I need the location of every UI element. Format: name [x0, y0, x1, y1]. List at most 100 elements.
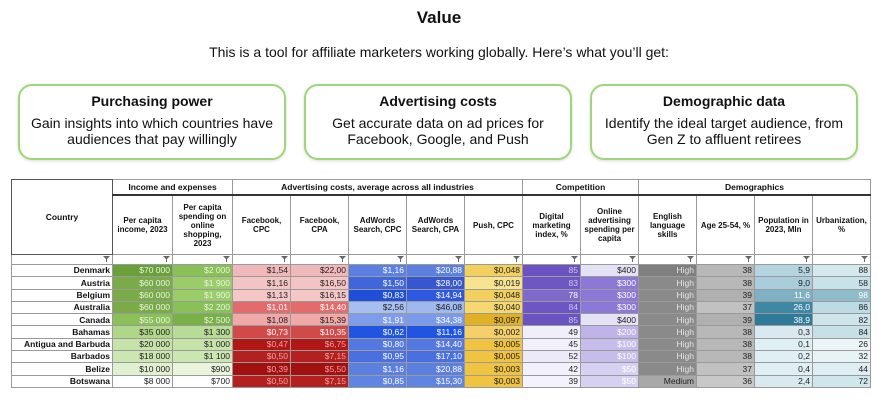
- table-cell: $20,88: [406, 263, 465, 278]
- card-title: Demographic data: [662, 93, 786, 109]
- filter-icon[interactable]: [861, 255, 868, 264]
- country-column-header[interactable]: Country: [11, 179, 113, 255]
- table-cell: $0,048: [464, 263, 523, 278]
- table-row[interactable]: Belize $10 000 $900 $0,39 $5,50 $1,16 $20,88 $0…: [11, 362, 871, 376]
- table-row[interactable]: Bahamas $35 000 $1 300 $0,73 $10,35 $0,62 $11,…: [11, 325, 871, 339]
- table-cell: $300: [580, 288, 639, 302]
- table-cell: $7,15: [290, 374, 349, 388]
- table-cell: 72: [812, 374, 871, 388]
- table-cell: $0,097: [464, 313, 523, 327]
- table-cell: $1 100: [172, 350, 233, 364]
- filter-cell: [754, 254, 813, 265]
- filter-icon[interactable]: [163, 255, 170, 264]
- table-row[interactable]: Denmark $70 000 $2 000 $1,54 $22,00 $1,16 $20,…: [11, 263, 871, 278]
- table-cell: High: [638, 313, 697, 327]
- card-text: Identify the ideal target audience, from…: [604, 115, 844, 147]
- column-header[interactable]: Per capita spending on online shopping, …: [172, 194, 233, 255]
- column-header[interactable]: Push, CPC: [464, 194, 523, 255]
- table-cell: 0,1: [754, 337, 813, 352]
- table-cell: 82: [812, 313, 871, 327]
- table-cell: $1 900: [172, 288, 233, 302]
- filter-row: [11, 254, 871, 265]
- column-header[interactable]: Population in 2023, Mln: [754, 194, 813, 255]
- table-cell: $1 900: [172, 276, 233, 290]
- column-header[interactable]: AdWords Search, CPA: [406, 194, 465, 255]
- table-cell: $14,40: [290, 300, 349, 315]
- table-cell: $2,56: [348, 300, 407, 315]
- table-cell: $300: [580, 300, 639, 315]
- column-header[interactable]: Urbanization, %: [812, 194, 871, 255]
- card-advertising-costs: Advertising costs Get accurate data on a…: [304, 84, 572, 160]
- table-cell: $2 000: [172, 263, 233, 278]
- filter-cell: [11, 254, 113, 265]
- group-header: Advertising costs, average across all in…: [232, 179, 523, 196]
- table-cell: $0,005: [464, 337, 523, 352]
- country-cell: Antigua and Barbuda: [11, 337, 113, 352]
- table-cell: $0,95: [348, 350, 407, 364]
- table-cell: $15,30: [406, 374, 465, 388]
- table-cell: High: [638, 337, 697, 352]
- filter-icon[interactable]: [103, 255, 110, 264]
- table-cell: $6,75: [290, 337, 349, 352]
- column-header[interactable]: AdWords Search, CPC: [348, 194, 407, 255]
- table-cell: 39: [522, 374, 581, 388]
- table-row[interactable]: Canada $55 000 $2 500 $1,08 $15,39 $1,91 $34,3…: [11, 313, 871, 327]
- filter-icon[interactable]: [571, 255, 578, 264]
- column-header[interactable]: Age 25-54, %: [696, 194, 755, 255]
- table-cell: $50: [580, 362, 639, 376]
- table-row[interactable]: Antigua and Barbuda $20 000 $1 000 $0,47 $6,…: [11, 337, 871, 352]
- card-demographic-data: Demographic data Identify the ideal targ…: [590, 84, 858, 160]
- filter-icon[interactable]: [803, 255, 810, 264]
- table-row[interactable]: Belgium $60 000 $1 900 $1,13 $16,15 $0,83 $14,…: [11, 288, 871, 302]
- table-cell: $0,50: [232, 374, 291, 388]
- filter-icon[interactable]: [281, 255, 288, 264]
- table-cell: 52: [522, 350, 581, 364]
- table-cell: $0,019: [464, 276, 523, 290]
- table-cell: 84: [812, 325, 871, 339]
- table-cell: 9,0: [754, 276, 813, 290]
- table-cell: $0,85: [348, 374, 407, 388]
- table-cell: 88: [812, 263, 871, 278]
- table-cell: 38,9: [754, 313, 813, 327]
- table-cell: $0,73: [232, 325, 291, 339]
- table-cell: 26,0: [754, 300, 813, 315]
- table-cell: $60 000: [112, 276, 173, 290]
- table-cell: 26: [812, 337, 871, 352]
- table-cell: $5,50: [290, 362, 349, 376]
- table-cell: 0,4: [754, 362, 813, 376]
- column-header[interactable]: English language skills: [638, 194, 697, 255]
- table-cell: $18 000: [112, 350, 173, 364]
- filter-icon[interactable]: [745, 255, 752, 264]
- filter-icon[interactable]: [339, 255, 346, 264]
- filter-icon[interactable]: [687, 255, 694, 264]
- filter-icon[interactable]: [455, 255, 462, 264]
- table-cell: High: [638, 350, 697, 364]
- table-cell: $46,08: [406, 300, 465, 315]
- filter-icon[interactable]: [629, 255, 636, 264]
- column-header[interactable]: Digital marketing index, %: [522, 194, 581, 255]
- column-header[interactable]: Facebook, CPA: [290, 194, 349, 255]
- filter-icon[interactable]: [397, 255, 404, 264]
- filter-icon[interactable]: [513, 255, 520, 264]
- table-cell: $1,16: [348, 263, 407, 278]
- table-cell: $1,13: [232, 288, 291, 302]
- table-cell: $14,94: [406, 288, 465, 302]
- country-cell: Denmark: [11, 263, 113, 278]
- table-cell: $55 000: [112, 313, 173, 327]
- filter-icon[interactable]: [223, 255, 230, 264]
- column-header[interactable]: Facebook, CPC: [232, 194, 291, 255]
- filter-cell: [812, 254, 871, 265]
- country-cell: Australia: [11, 300, 113, 315]
- column-header[interactable]: Online advertising spending per capita: [580, 194, 639, 255]
- table-cell: $16,15: [290, 288, 349, 302]
- table-cell: $50: [580, 374, 639, 388]
- column-header[interactable]: Per capita income, 2023: [112, 194, 173, 255]
- table-row[interactable]: Barbados $18 000 $1 100 $0,50 $7,15 $0,95 $17,…: [11, 350, 871, 364]
- table-cell: $14,40: [406, 337, 465, 352]
- table-row[interactable]: Botswana $8 000 $700 $0,50 $7,15 $0,85 $15,30 $…: [11, 374, 871, 388]
- table-cell: 44: [812, 362, 871, 376]
- table-row[interactable]: Austria $60 000 $1 900 $1,16 $16,50 $1,50 $28,…: [11, 276, 871, 290]
- table-cell: 58: [812, 276, 871, 290]
- table-row[interactable]: Australia $60 000 $2 200 $1,01 $14,40 $2,56 $4…: [11, 300, 871, 315]
- table-cell: High: [638, 325, 697, 339]
